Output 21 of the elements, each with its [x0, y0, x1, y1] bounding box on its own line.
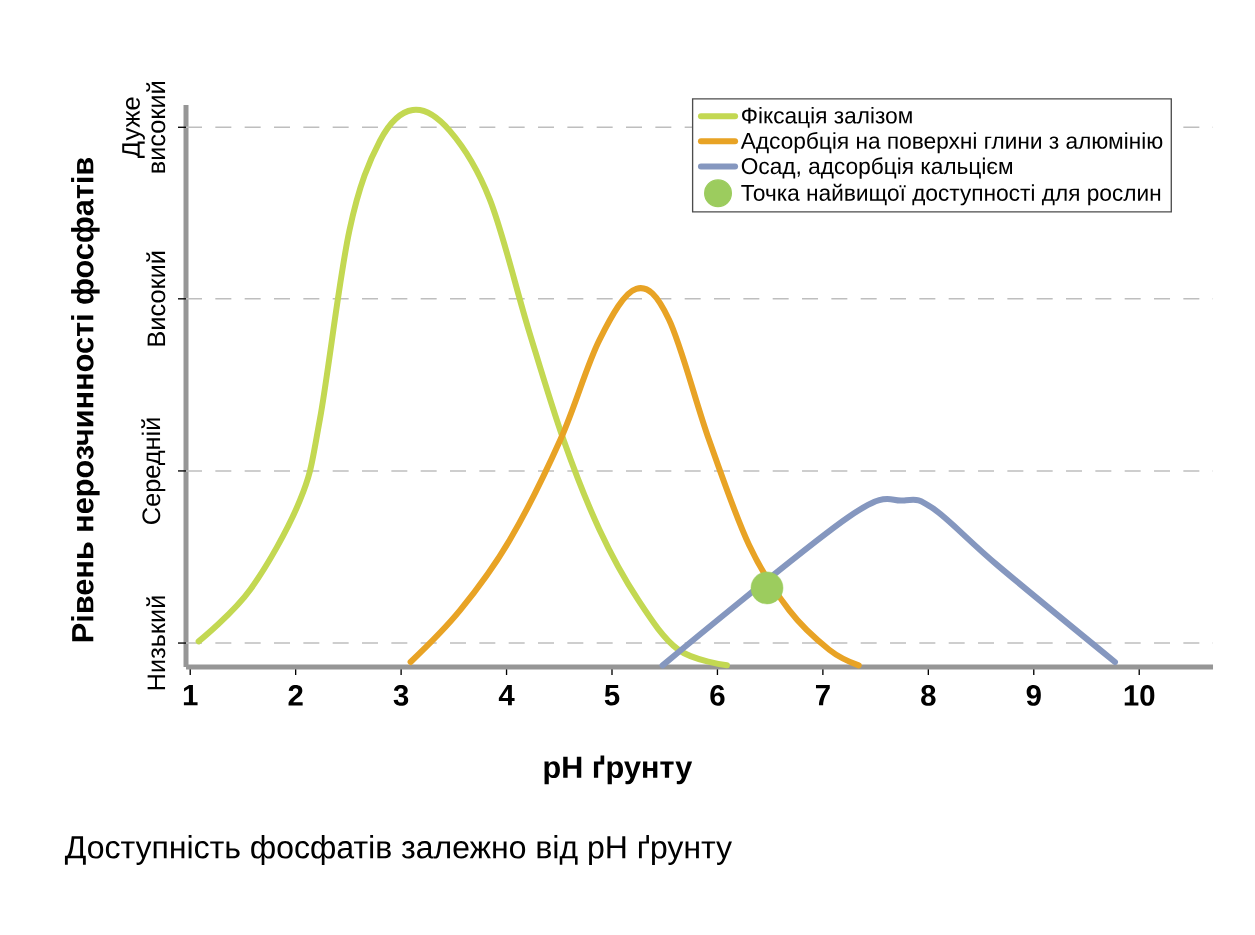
- ref-line-label: Високий: [146, 251, 166, 346]
- x-tick-label: 2: [288, 685, 303, 706]
- ref-line-label: Середній: [141, 418, 166, 524]
- x-tick-label: 8: [921, 685, 936, 706]
- legend-label: Адсорбція на поверхні глини з алюмінію: [740, 132, 1163, 154]
- legend-label: Осад, адсорбція кальцієм: [741, 157, 1012, 179]
- x-tick-label: 4: [498, 685, 515, 706]
- x-tick-label: 3: [393, 685, 409, 706]
- ref-line-label: Низький: [146, 596, 166, 690]
- legend-label: Точка найвищої доступності для рослин: [741, 183, 1161, 206]
- text: Доступність фосфатів залежно від pH ґрунту: [64, 835, 732, 865]
- x-tick-label: 9: [1026, 685, 1041, 706]
- legend-label: Фіксація залізом: [742, 106, 912, 128]
- x-axis-title: pH ґрунту: [544, 755, 693, 785]
- y-axis-title: Рівень нерозчинності фосфатів: [71, 157, 100, 642]
- x-tick-label: 6: [710, 685, 725, 706]
- ref-line-label: Дуже високий: [122, 82, 166, 173]
- x-tick-label: 5: [604, 685, 620, 706]
- x-tick-label: 7: [815, 685, 830, 706]
- x-tick-label: 10: [1124, 685, 1155, 706]
- x-tick-label: 1: [183, 685, 198, 706]
